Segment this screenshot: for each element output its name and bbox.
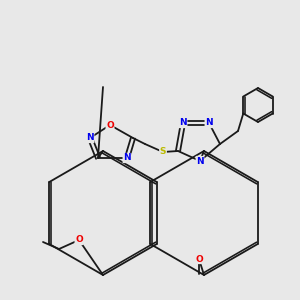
Text: O: O: [195, 254, 203, 263]
Text: S: S: [160, 148, 166, 157]
Text: N: N: [179, 118, 187, 127]
Text: N: N: [196, 157, 204, 166]
Text: O: O: [106, 121, 114, 130]
Text: N: N: [86, 134, 94, 142]
Text: O: O: [75, 236, 83, 244]
Text: N: N: [123, 154, 131, 163]
Text: N: N: [205, 118, 213, 127]
